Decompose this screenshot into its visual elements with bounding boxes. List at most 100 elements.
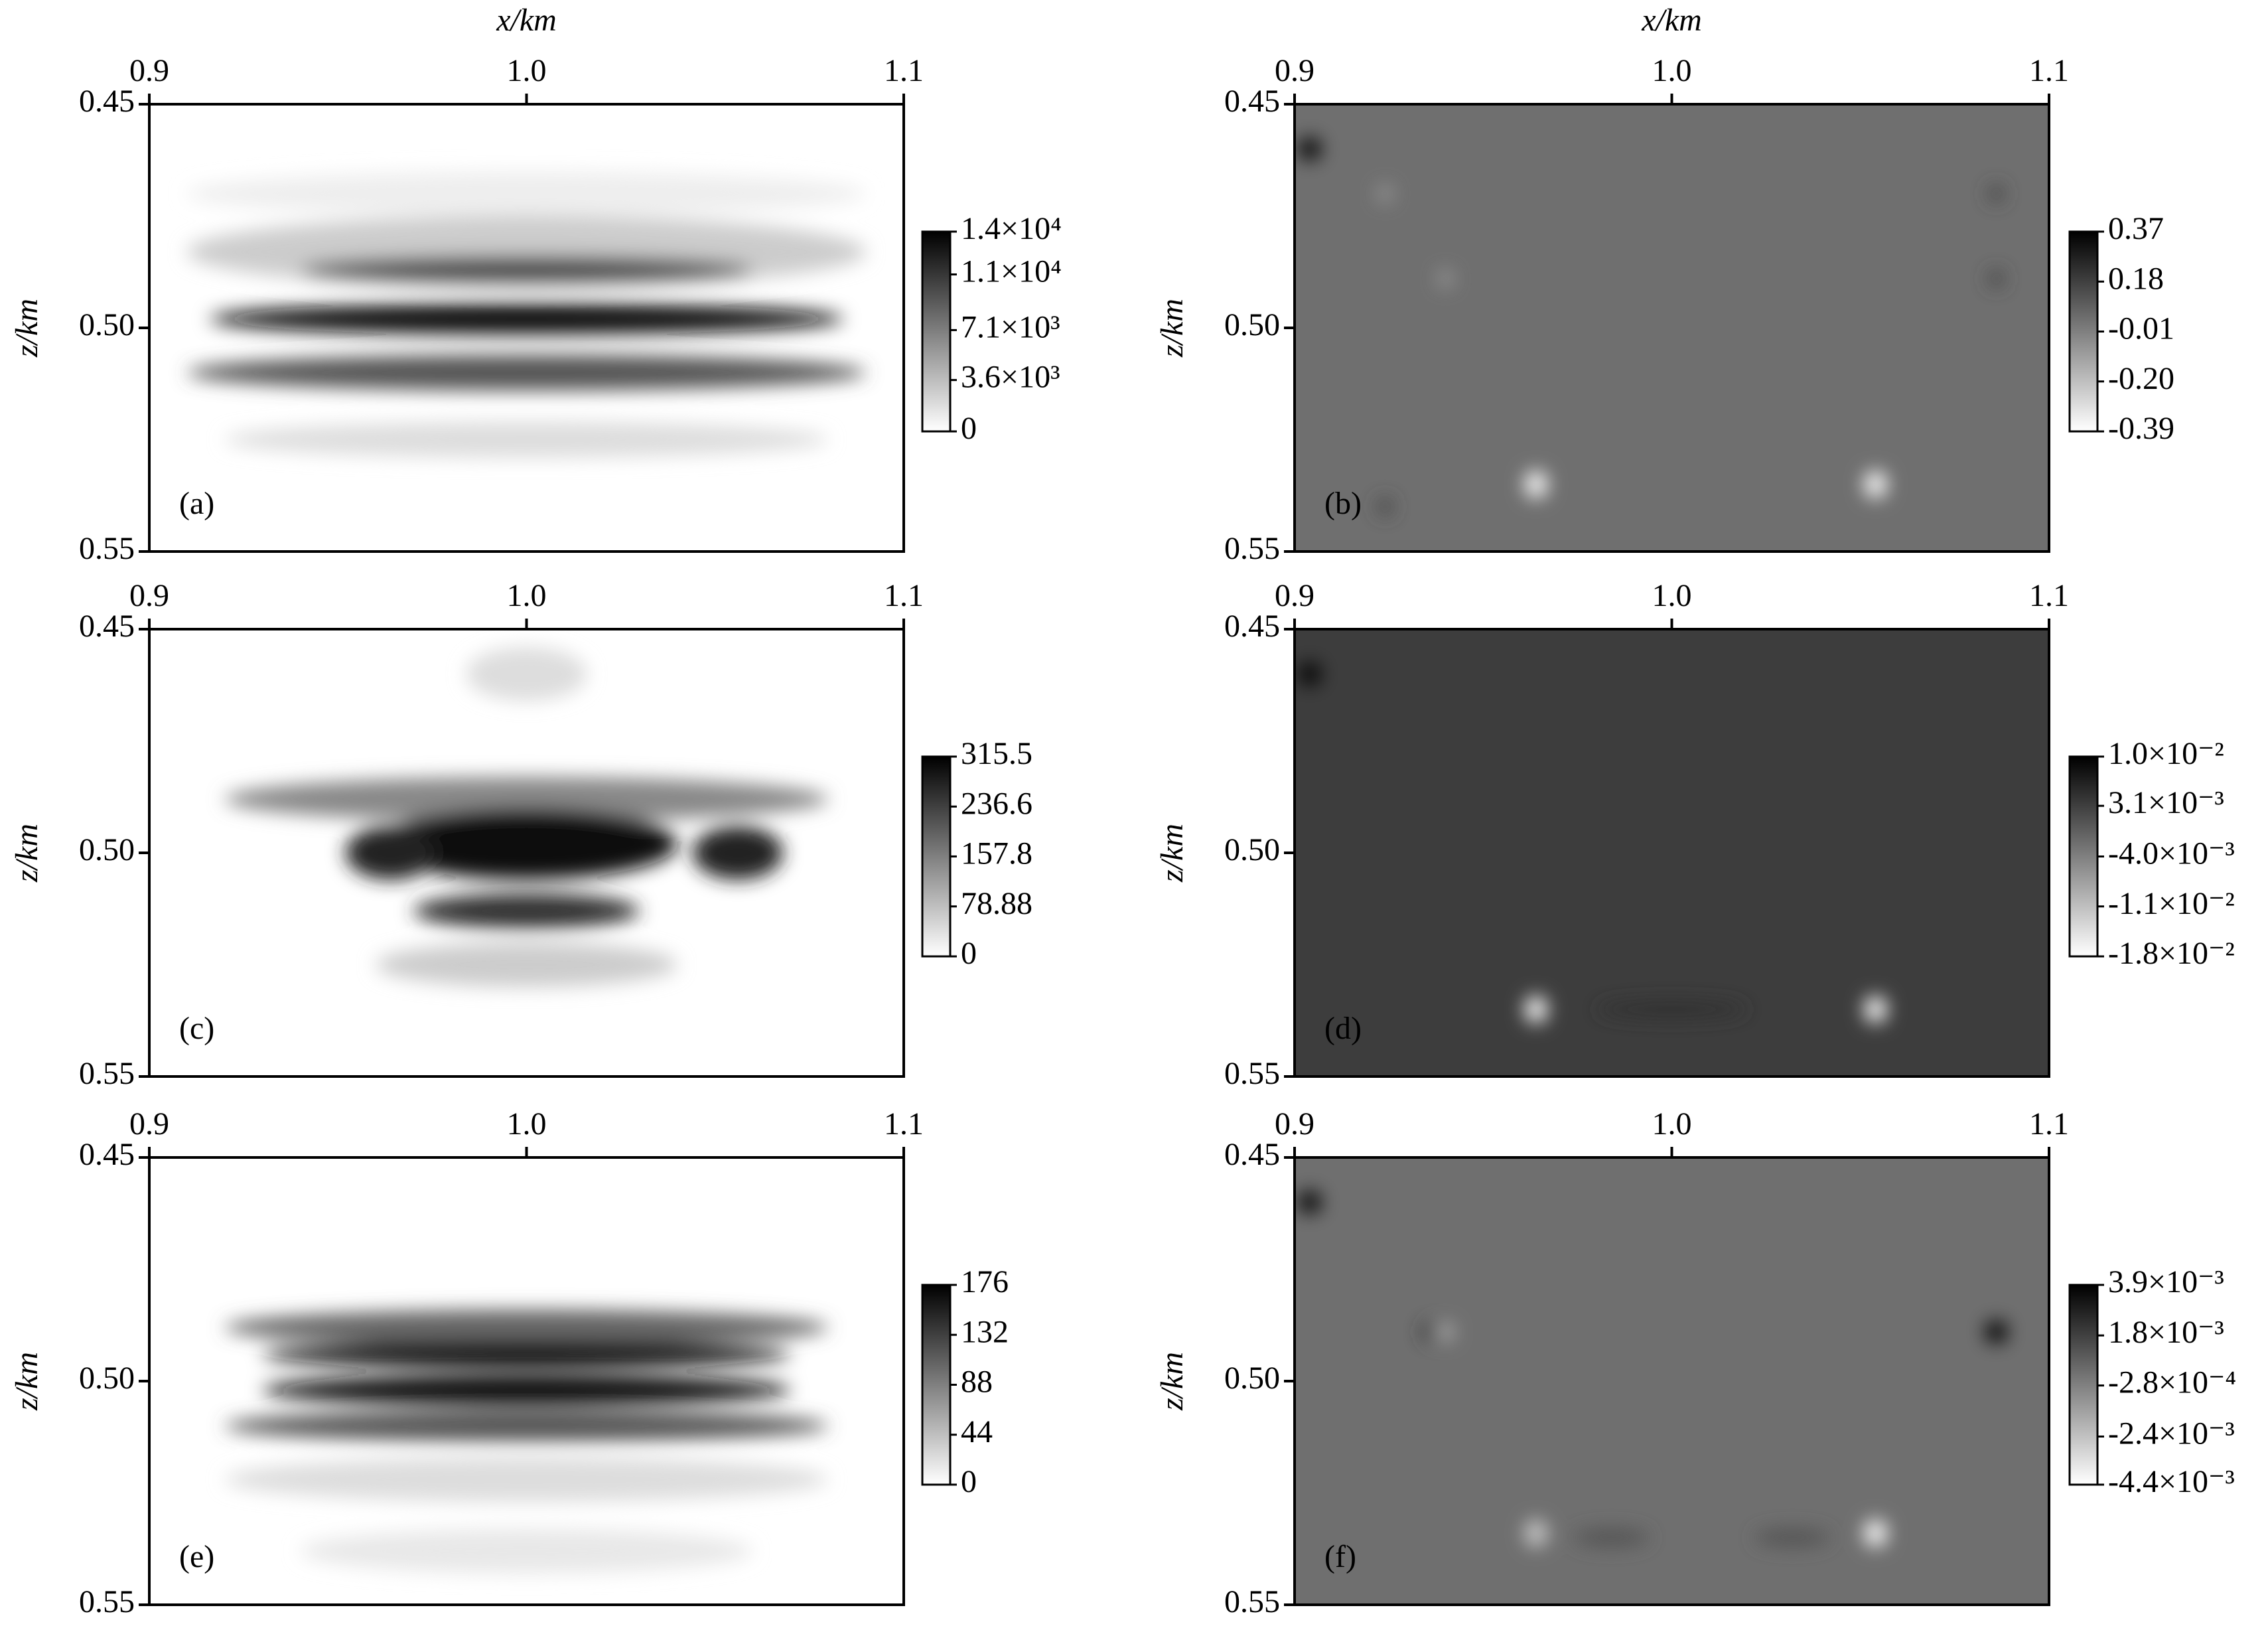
colorbar: [2068, 230, 2099, 433]
x-tick-label: 1.1: [884, 578, 924, 613]
y-tick-label: 0.45: [79, 1137, 135, 1172]
colorbar-tick-label: -1.1×10⁻²: [2108, 886, 2235, 921]
colorbar-tick-label: 3.6×10³: [961, 360, 1060, 395]
colorbar-tick-label: 157.8: [961, 836, 1032, 871]
colorbar-tick-label: 0: [961, 411, 977, 446]
heatmap-texture: [1298, 662, 1887, 1023]
texture-blob: [1524, 996, 1547, 1023]
heatmap-background: [1295, 1157, 2049, 1605]
colorbar-tick-label: 3.9×10⁻³: [2108, 1264, 2224, 1299]
y-tick-label: 0.50: [1224, 307, 1280, 342]
y-axis-label: z/km: [9, 299, 44, 358]
texture-blob: [1298, 1191, 1321, 1214]
panel: 0.9 1.0 1.1 0.45 0.50 0.55 z/km (d) 1.0×10⁻² 3.1×…: [1155, 578, 2235, 1091]
y-tick-label: 0.45: [79, 609, 135, 644]
texture-blob: [1754, 1528, 1831, 1547]
texture-blob: [262, 1341, 791, 1368]
texture-blob: [1596, 1000, 1748, 1019]
texture-blob: [466, 646, 587, 701]
panel: 0.9 1.0 1.1 0.45 0.50 0.55 x/km z/km (a) 1.4×10⁴ 1…: [9, 3, 1062, 566]
y-tick-label: 0.55: [79, 1056, 135, 1091]
texture-blob: [224, 421, 829, 458]
panel: 0.9 1.0 1.1 0.45 0.50 0.55 z/km (c) 315.5 236.6 15…: [9, 578, 1032, 1091]
texture-blob: [1378, 498, 1393, 516]
y-tick-label: 0.55: [79, 531, 135, 566]
colorbar-tick-label: -0.20: [2108, 361, 2174, 396]
y-tick-label: 0.55: [79, 1584, 135, 1619]
x-tick-label: 1.1: [884, 1106, 924, 1142]
panel-label: (d): [1324, 1011, 1362, 1046]
y-tick-label: 0.55: [1224, 1056, 1280, 1091]
texture-blob: [1989, 269, 2004, 288]
heatmap-image: [149, 629, 904, 1076]
x-tick-label: 1.0: [507, 53, 547, 88]
texture-blob: [209, 303, 844, 335]
x-tick-label: 1.1: [884, 53, 924, 88]
texture-blob: [413, 893, 640, 929]
x-tick-label: 0.9: [129, 578, 169, 613]
x-tick-label: 1.0: [1652, 578, 1692, 613]
colorbar-tick-label: 3.1×10⁻³: [2108, 785, 2224, 820]
texture-blob: [1436, 1323, 1455, 1341]
heatmap-texture: [1298, 137, 2004, 516]
texture-blob: [224, 1457, 829, 1502]
y-axis-label: z/km: [1155, 824, 1190, 883]
panel-label: (c): [179, 1011, 214, 1046]
y-axis-label: z/km: [9, 1352, 44, 1411]
x-tick-label: 1.0: [507, 1106, 547, 1142]
texture-blob: [300, 1528, 753, 1574]
y-tick-label: 0.45: [1224, 84, 1280, 119]
panel-label: (a): [179, 486, 214, 521]
colorbar: [2068, 1284, 2099, 1486]
x-tick-label: 0.9: [1275, 1106, 1314, 1142]
y-tick-label: 0.50: [1224, 1361, 1280, 1396]
panel: 0.9 1.0 1.1 0.45 0.50 0.55 z/km (e) 176 132 88 44 0: [9, 1106, 1009, 1619]
colorbar-tick-label: 88: [961, 1365, 993, 1400]
colorbar-tick-label: 1.4×10⁴: [961, 211, 1062, 246]
heatmap-image: [1295, 629, 2049, 1076]
x-tick-label: 1.0: [1652, 1106, 1692, 1142]
colorbar-tick-label: 44: [961, 1414, 993, 1449]
heatmap-image: [1295, 1157, 2049, 1605]
colorbar-tick-label: 315.5: [961, 736, 1032, 771]
panel: 0.9 1.0 1.1 0.45 0.50 0.55 z/km (f) 3.9×10⁻³ 1.8×…: [1155, 1106, 2236, 1619]
colorbar-tick-label: -4.4×10⁻³: [2108, 1464, 2235, 1499]
x-tick-label: 1.1: [2029, 1106, 2069, 1142]
x-tick-label: 1.1: [2029, 578, 2069, 613]
texture-blob: [1573, 1528, 1650, 1547]
y-axis-label: z/km: [9, 824, 44, 883]
texture-blob: [1864, 471, 1887, 498]
colorbar-tick-label: 0: [961, 936, 977, 971]
texture-blob: [1378, 185, 1393, 203]
panel: 0.9 1.0 1.1 0.45 0.50 0.55 x/km z/km (b) 0.37 0.18…: [1155, 3, 2174, 566]
heatmap-texture: [186, 171, 867, 458]
panel-label: (b): [1324, 486, 1362, 521]
y-tick-label: 0.45: [1224, 609, 1280, 644]
x-axis-label: x/km: [1641, 3, 1702, 38]
texture-blob: [376, 942, 677, 988]
colorbar: [921, 230, 952, 433]
colorbar-tick-label: 1.1×10⁴: [961, 254, 1062, 289]
panel-label: (f): [1324, 1539, 1356, 1574]
colorbar-tick-label: -1.8×10⁻²: [2108, 936, 2235, 971]
heatmap-image: [149, 104, 904, 552]
colorbar-tick-label: 78.88: [961, 886, 1032, 921]
y-tick-label: 0.45: [79, 84, 135, 119]
y-tick-label: 0.45: [1224, 1137, 1280, 1172]
colorbar-tick-label: 0.37: [2108, 211, 2164, 246]
texture-blob: [224, 777, 829, 822]
texture-blob: [1864, 996, 1887, 1023]
y-tick-label: 0.55: [1224, 531, 1280, 566]
texture-blob: [224, 1309, 829, 1346]
colorbar-tick-label: 0.18: [2108, 261, 2164, 296]
texture-blob: [1989, 185, 2004, 203]
colorbar-tick-label: 176: [961, 1264, 1009, 1299]
colorbar-tick-label: 7.1×10³: [961, 309, 1060, 344]
x-tick-label: 0.9: [1275, 53, 1314, 88]
colorbar-tick-label: 236.6: [961, 786, 1032, 821]
y-tick-label: 0.55: [1224, 1584, 1280, 1619]
texture-blob: [300, 256, 753, 283]
x-tick-label: 1.1: [2029, 53, 2069, 88]
texture-blob: [1864, 1519, 1887, 1547]
